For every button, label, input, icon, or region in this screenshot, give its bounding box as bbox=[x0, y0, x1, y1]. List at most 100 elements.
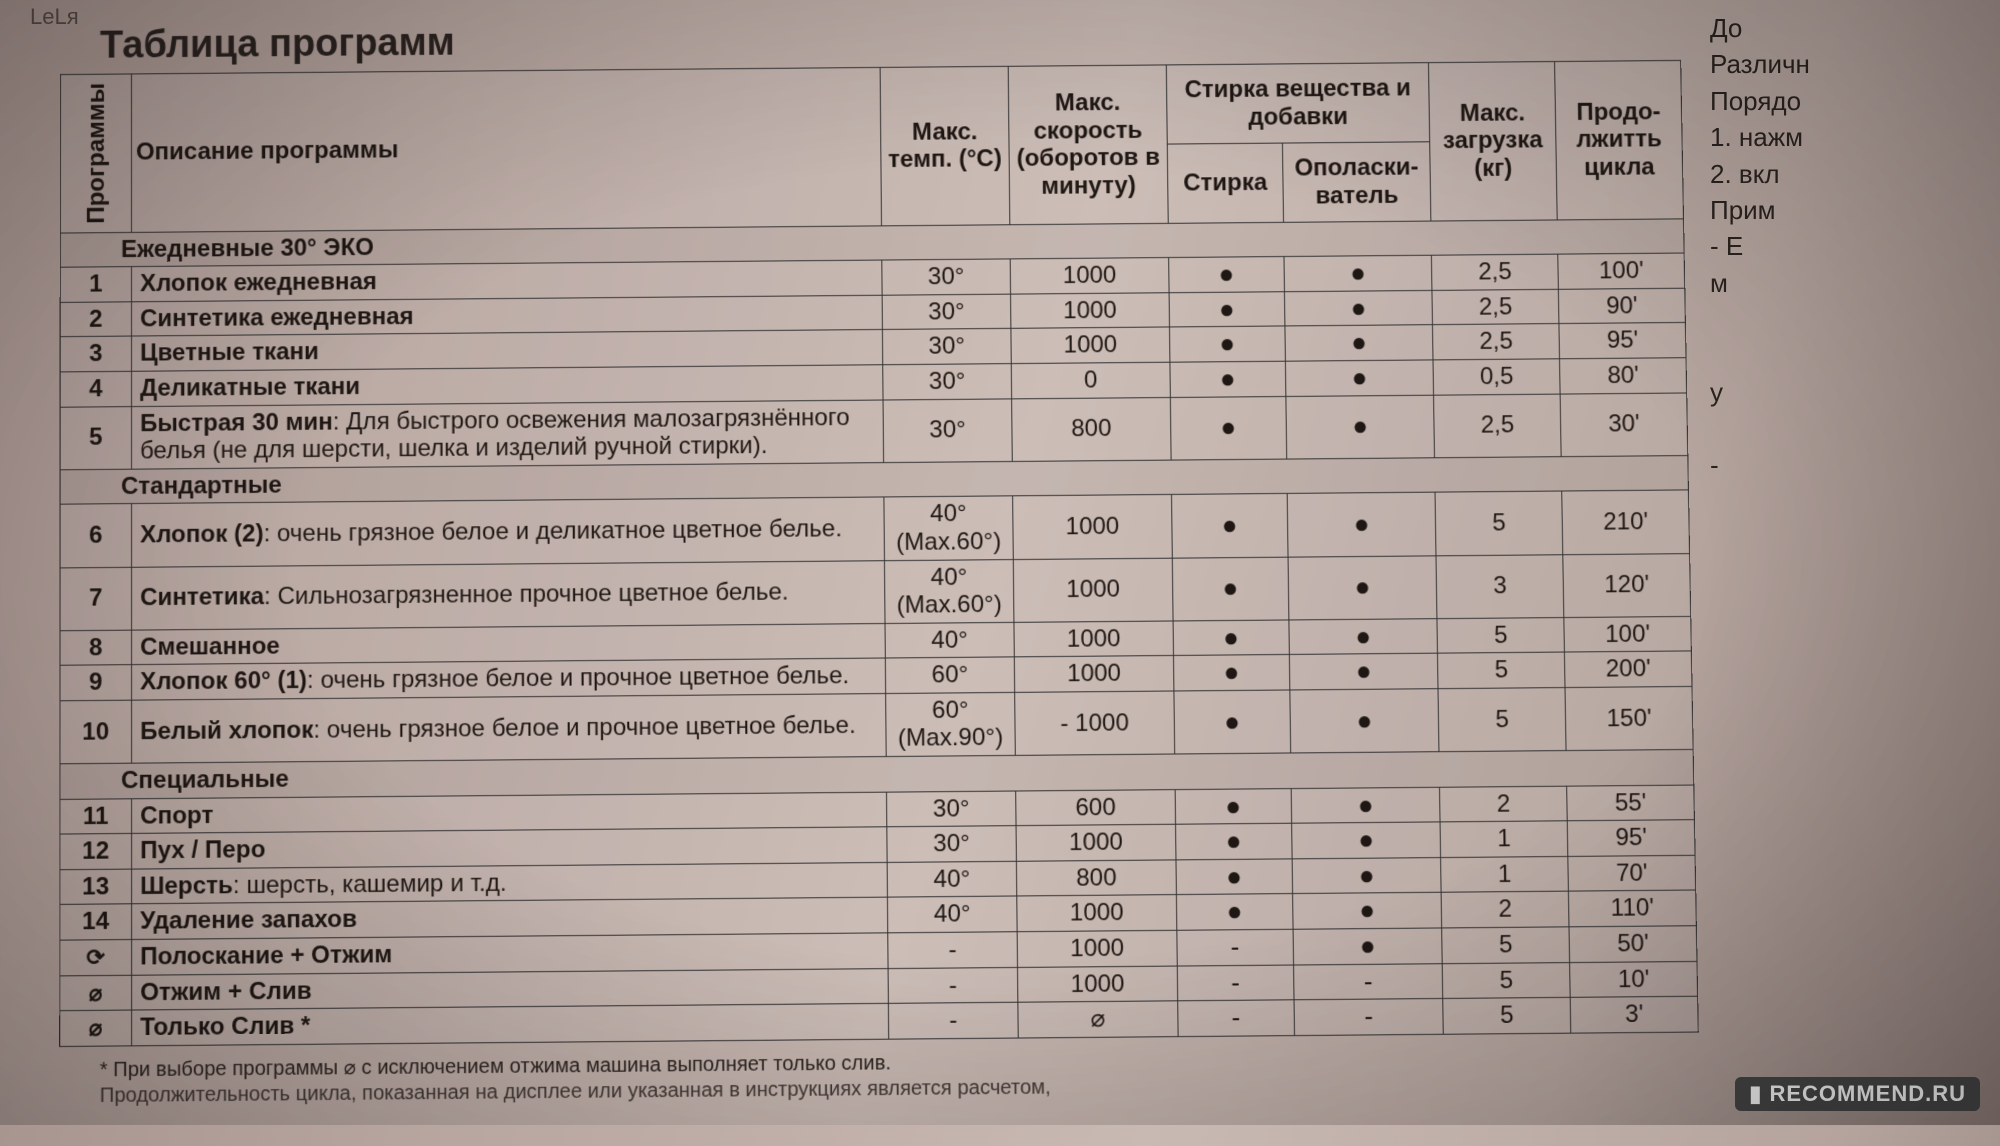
row-temp: 30° bbox=[887, 826, 1017, 862]
row-wash: ● bbox=[1176, 859, 1293, 895]
row-number: ⟳ bbox=[60, 940, 132, 976]
row-duration: 50' bbox=[1569, 926, 1697, 962]
row-rinse: ● bbox=[1293, 893, 1442, 930]
row-number: 5 bbox=[60, 406, 131, 469]
row-desc: Белый хлопок: очень грязное белое и проч… bbox=[131, 693, 886, 763]
row-number: ⌀ bbox=[60, 1010, 132, 1046]
row-duration: 210' bbox=[1562, 490, 1690, 554]
row-desc: Хлопок (2): очень грязное белое и делика… bbox=[131, 497, 884, 567]
row-rinse: ● bbox=[1285, 290, 1433, 326]
col-rinse: Ополаски-ватель bbox=[1283, 142, 1431, 222]
row-temp: - bbox=[888, 932, 1018, 968]
row-speed: 1000 bbox=[1011, 292, 1170, 328]
row-duration: 120' bbox=[1563, 553, 1691, 617]
row-load: 2,5 bbox=[1433, 324, 1560, 360]
row-temp: 30° bbox=[886, 791, 1016, 827]
row-duration: 70' bbox=[1568, 855, 1696, 891]
row-wash: ● bbox=[1173, 655, 1290, 691]
row-wash: ● bbox=[1169, 326, 1285, 362]
row-rinse: ● bbox=[1292, 822, 1441, 859]
row-rinse: ● bbox=[1287, 492, 1436, 556]
row-speed: 1000 bbox=[1013, 495, 1172, 559]
row-desc: Синтетика: Сильнозагрязненное прочное цв… bbox=[131, 560, 884, 630]
row-number: 8 bbox=[60, 630, 131, 666]
row-temp: 40° (Max.60°) bbox=[884, 559, 1014, 623]
row-load: 5 bbox=[1438, 687, 1566, 751]
row-duration: 150' bbox=[1565, 686, 1693, 750]
row-speed: 1000 bbox=[1014, 656, 1173, 693]
row-speed: 1000 bbox=[1013, 558, 1172, 622]
row-load: 5 bbox=[1435, 491, 1563, 555]
row-duration: 3' bbox=[1570, 996, 1698, 1033]
row-rinse: - bbox=[1294, 963, 1443, 1000]
row-number: 4 bbox=[60, 371, 131, 407]
row-temp: 40° bbox=[887, 896, 1017, 932]
row-load: 5 bbox=[1438, 652, 1565, 688]
row-duration: 200' bbox=[1564, 651, 1692, 687]
row-load: 5 bbox=[1443, 998, 1571, 1035]
row-rinse: ● bbox=[1289, 618, 1438, 654]
row-wash: ● bbox=[1170, 361, 1286, 397]
row-temp: 60° bbox=[885, 657, 1015, 693]
row-rinse: ● bbox=[1284, 255, 1432, 291]
row-number: 7 bbox=[60, 567, 131, 631]
row-rinse: ● bbox=[1286, 360, 1434, 396]
row-load: 1 bbox=[1440, 821, 1568, 857]
row-wash: ● bbox=[1176, 894, 1293, 930]
row-load: 5 bbox=[1442, 927, 1570, 963]
row-duration: 95' bbox=[1567, 820, 1695, 856]
col-temp: Макс. темп. (°C) bbox=[880, 66, 1010, 225]
row-wash: ● bbox=[1168, 257, 1284, 293]
row-speed: 1000 bbox=[1017, 895, 1177, 932]
row-duration: 10' bbox=[1570, 961, 1698, 997]
manual-page: Таблица программ Программы Описание прог… bbox=[59, 0, 1700, 1146]
row-number: 14 bbox=[60, 904, 132, 940]
row-wash: ● bbox=[1174, 690, 1291, 754]
row-rinse: ● bbox=[1285, 325, 1433, 361]
row-temp: 30° bbox=[883, 364, 1012, 400]
program-table: Программы Описание программы Макс. темп.… bbox=[59, 60, 1699, 1047]
row-number: 6 bbox=[60, 504, 131, 568]
row-temp: 30° bbox=[882, 259, 1011, 295]
row-wash: ● bbox=[1173, 620, 1290, 656]
row-duration: 30' bbox=[1560, 393, 1688, 457]
row-load: 5 bbox=[1442, 962, 1570, 998]
row-wash: - bbox=[1177, 1000, 1294, 1036]
col-wash: Стирка bbox=[1167, 143, 1284, 223]
row-rinse: ● bbox=[1286, 395, 1435, 459]
col-speed: Макс. скорость (оборотов в минуту) bbox=[1008, 65, 1168, 224]
row-desc: Быстрая 30 мин: Для быстрого освежения м… bbox=[131, 400, 883, 469]
row-duration: 95' bbox=[1559, 323, 1686, 359]
row-wash: ● bbox=[1171, 494, 1288, 558]
row-duration: 90' bbox=[1558, 288, 1685, 324]
row-temp: - bbox=[888, 1002, 1018, 1039]
row-rinse: ● bbox=[1290, 689, 1439, 753]
row-duration: 110' bbox=[1568, 890, 1696, 926]
row-desc: Только Слив * bbox=[131, 1004, 888, 1046]
row-temp: 40° bbox=[885, 622, 1015, 658]
row-speed: 1000 bbox=[1011, 327, 1170, 363]
row-speed: 1000 bbox=[1016, 824, 1176, 861]
row-wash: ● bbox=[1169, 291, 1285, 327]
row-rinse: ● bbox=[1289, 653, 1438, 689]
row-number: 10 bbox=[60, 700, 132, 764]
row-load: 3 bbox=[1436, 554, 1564, 618]
row-number: ⌀ bbox=[60, 975, 132, 1011]
row-duration: 100' bbox=[1558, 253, 1685, 289]
row-temp: - bbox=[888, 967, 1018, 1004]
row-number: 1 bbox=[60, 267, 131, 302]
row-speed: ⌀ bbox=[1018, 1001, 1178, 1038]
row-duration: 80' bbox=[1560, 358, 1687, 394]
watermark: ▮ RECOMMEND.RU bbox=[1735, 1077, 1980, 1111]
col-load: Макс. загрузка (кг) bbox=[1429, 62, 1558, 221]
row-load: 1 bbox=[1441, 856, 1569, 892]
row-rinse: ● bbox=[1288, 555, 1437, 619]
row-temp: 60° (Max.90°) bbox=[885, 692, 1015, 756]
row-load: 5 bbox=[1437, 617, 1564, 653]
row-number: 12 bbox=[60, 834, 132, 870]
row-rinse: - bbox=[1294, 999, 1443, 1036]
row-speed: 1000 bbox=[1017, 930, 1177, 967]
row-speed: 1000 bbox=[1018, 966, 1178, 1003]
row-number: 13 bbox=[60, 869, 132, 905]
row-temp: 30° bbox=[882, 329, 1011, 365]
